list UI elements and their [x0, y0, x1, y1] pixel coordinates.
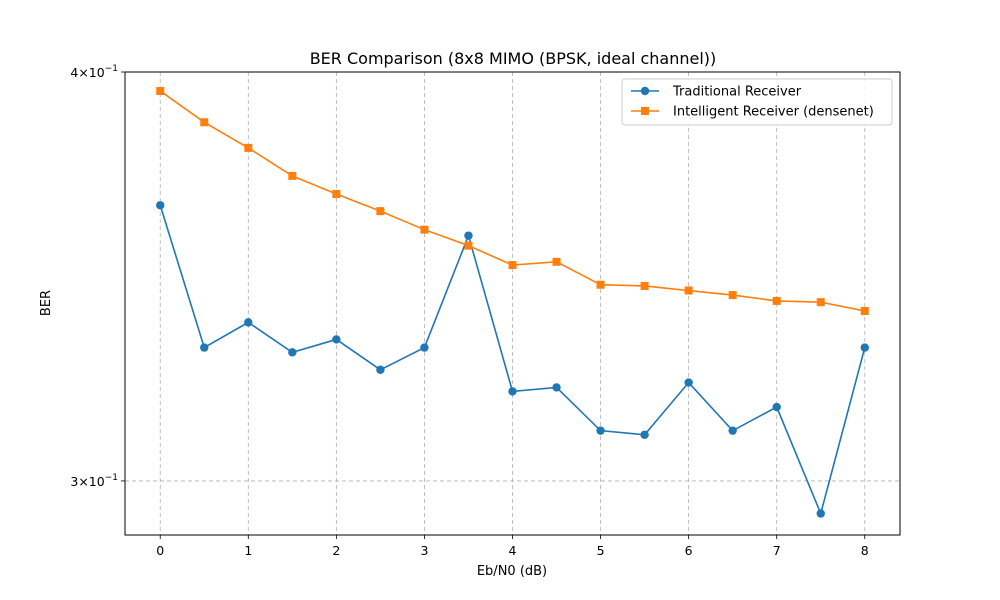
- x-tick-label: 2: [332, 543, 340, 558]
- x-axis-label: Eb/N0 (dB): [477, 564, 547, 579]
- legend-marker: [640, 86, 650, 96]
- series-layer: [156, 86, 869, 518]
- legend-label: Intelligent Receiver (densenet): [673, 105, 874, 120]
- data-point: [508, 387, 517, 396]
- data-point: [376, 365, 385, 374]
- data-point: [596, 426, 605, 435]
- x-tick-label: 5: [597, 543, 605, 558]
- data-point: [244, 143, 253, 152]
- data-point: [508, 261, 517, 270]
- data-point: [728, 291, 737, 300]
- legend-label: Traditional Receiver: [672, 85, 802, 100]
- data-point: [816, 509, 825, 518]
- data-point: [684, 286, 693, 295]
- chart-title: BER Comparison (8x8 MIMO (BPSK, ideal ch…: [310, 49, 717, 68]
- legend: Traditional Receiver Intelligent Receiver…: [621, 78, 893, 126]
- data-point: [200, 118, 209, 127]
- data-point: [640, 281, 649, 290]
- y-tick-label: 3×10−1: [70, 473, 118, 489]
- y-axis-label: BER: [39, 290, 54, 316]
- data-point: [288, 171, 297, 180]
- x-tick-label: 3: [420, 543, 428, 558]
- data-point: [860, 306, 869, 315]
- x-tick-label: 4: [509, 543, 517, 558]
- data-point: [376, 207, 385, 216]
- data-point: [464, 231, 473, 240]
- legend-box: [621, 78, 893, 126]
- data-point: [640, 430, 649, 439]
- data-point: [332, 335, 341, 344]
- x-tick-label: 7: [773, 543, 781, 558]
- data-point: [772, 296, 781, 305]
- data-point: [728, 426, 737, 435]
- data-point: [332, 190, 341, 199]
- data-point: [816, 298, 825, 307]
- data-point: [552, 257, 561, 266]
- series-2: [156, 86, 869, 315]
- data-point: [156, 86, 165, 95]
- data-point: [244, 318, 253, 327]
- data-point: [156, 201, 165, 210]
- x-tick-label: 1: [244, 543, 252, 558]
- y-axis: 3×10−1 4×10−1: [70, 64, 125, 489]
- data-point: [288, 348, 297, 357]
- x-tick-label: 0: [156, 543, 164, 558]
- data-point: [200, 343, 209, 352]
- data-point: [552, 383, 561, 392]
- y-tick-label: 4×10−1: [70, 64, 118, 80]
- data-point: [596, 280, 605, 289]
- legend-marker: [641, 107, 649, 115]
- data-point: [464, 241, 473, 250]
- data-point: [860, 343, 869, 352]
- x-tick-label: 6: [685, 543, 693, 558]
- x-axis: 0 1 2 3 4 5 6 7 8: [156, 535, 869, 558]
- data-point: [420, 225, 429, 234]
- series-1: [156, 201, 869, 518]
- x-tick-label: 8: [861, 543, 869, 558]
- data-point: [420, 343, 429, 352]
- data-point: [772, 402, 781, 412]
- data-point: [684, 378, 693, 387]
